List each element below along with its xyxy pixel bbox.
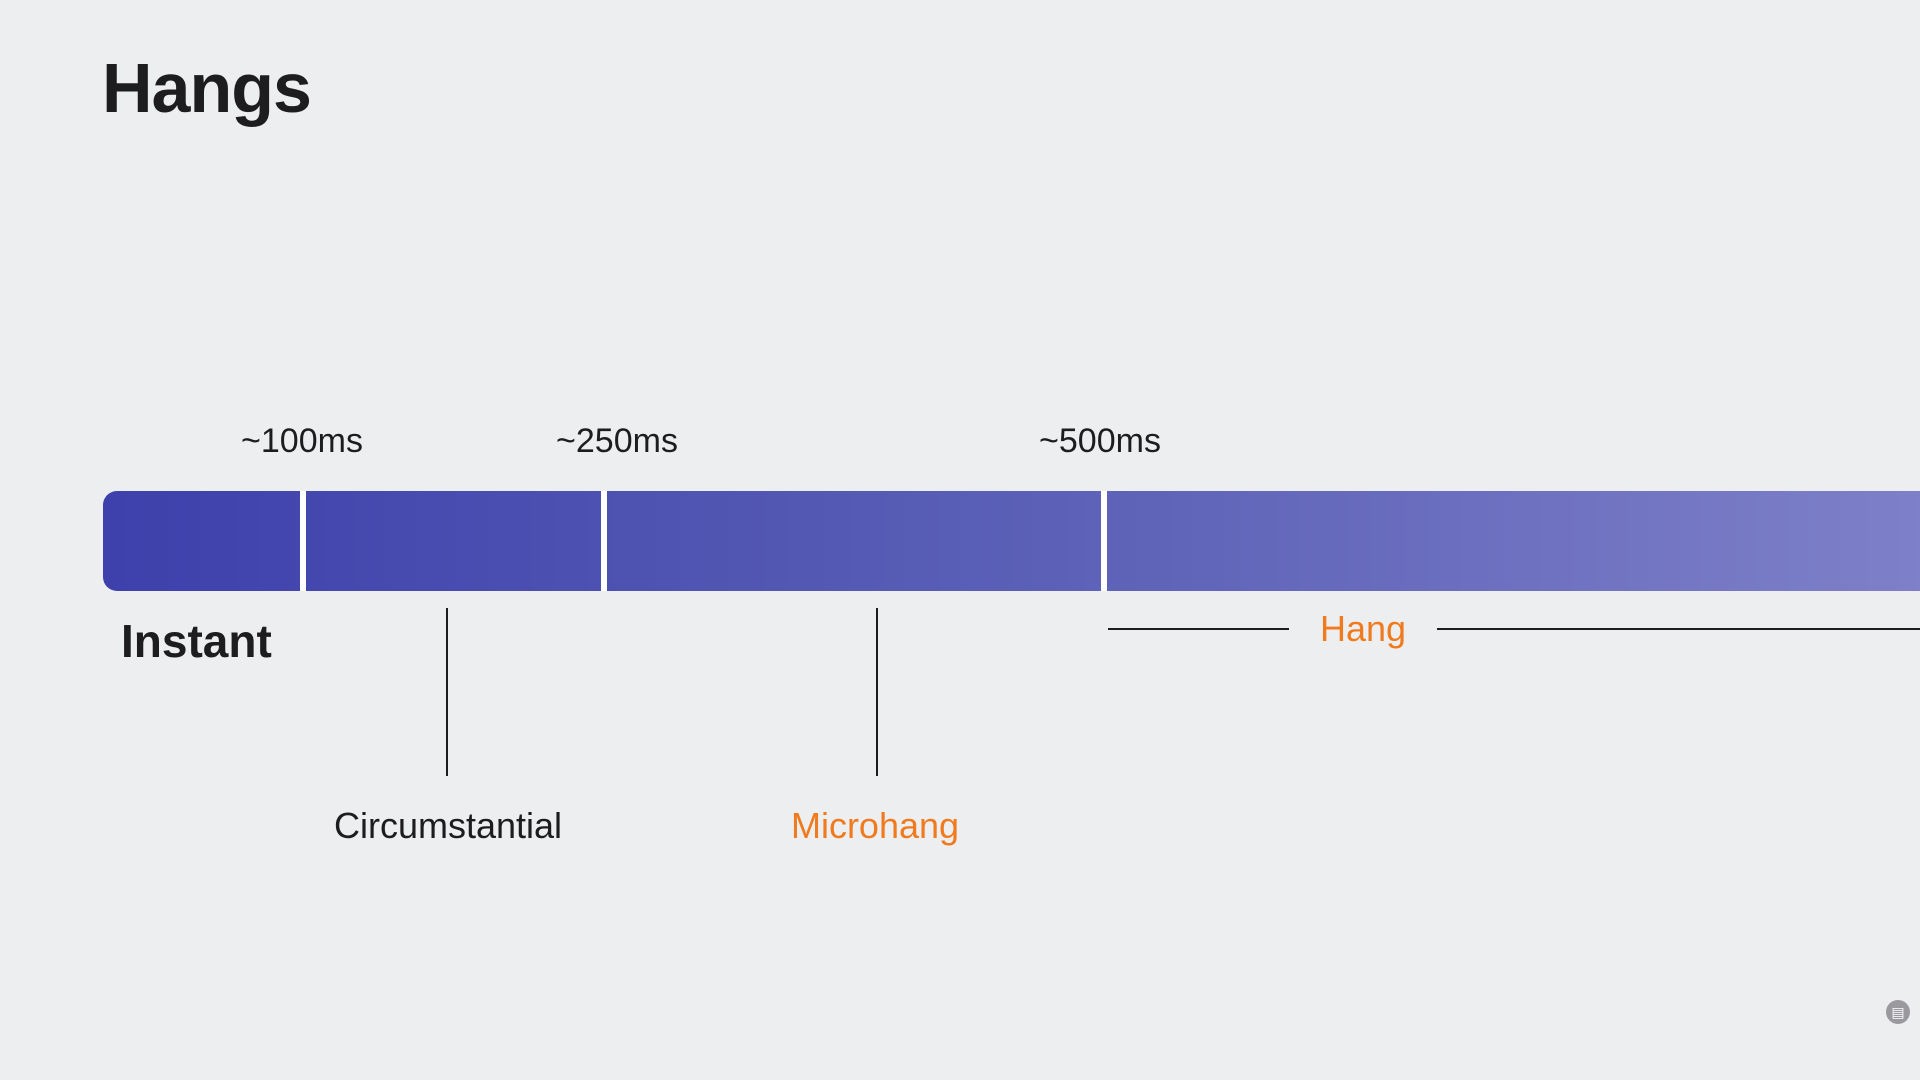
- hang-bracket-left: [1108, 628, 1289, 630]
- hang-label: Hang: [1319, 608, 1407, 649]
- threshold-label-250ms: ~250ms: [556, 422, 678, 460]
- caption-icon[interactable]: ▤: [1886, 1000, 1910, 1024]
- hang-bracket-right: [1437, 628, 1920, 630]
- instant-label: Instant: [121, 615, 272, 667]
- circumstantial-label: Circumstantial: [333, 805, 563, 846]
- circumstantial-connector: [446, 608, 448, 776]
- divider-500ms: [1101, 491, 1107, 591]
- slide-title: Hangs: [102, 49, 312, 127]
- threshold-label-100ms: ~100ms: [241, 422, 363, 460]
- microhang-connector: [876, 608, 878, 776]
- duration-bar: [103, 491, 1920, 591]
- divider-100ms: [300, 491, 306, 591]
- threshold-label-500ms: ~500ms: [1039, 422, 1161, 460]
- divider-250ms: [601, 491, 607, 591]
- microhang-label: Microhang: [790, 805, 960, 846]
